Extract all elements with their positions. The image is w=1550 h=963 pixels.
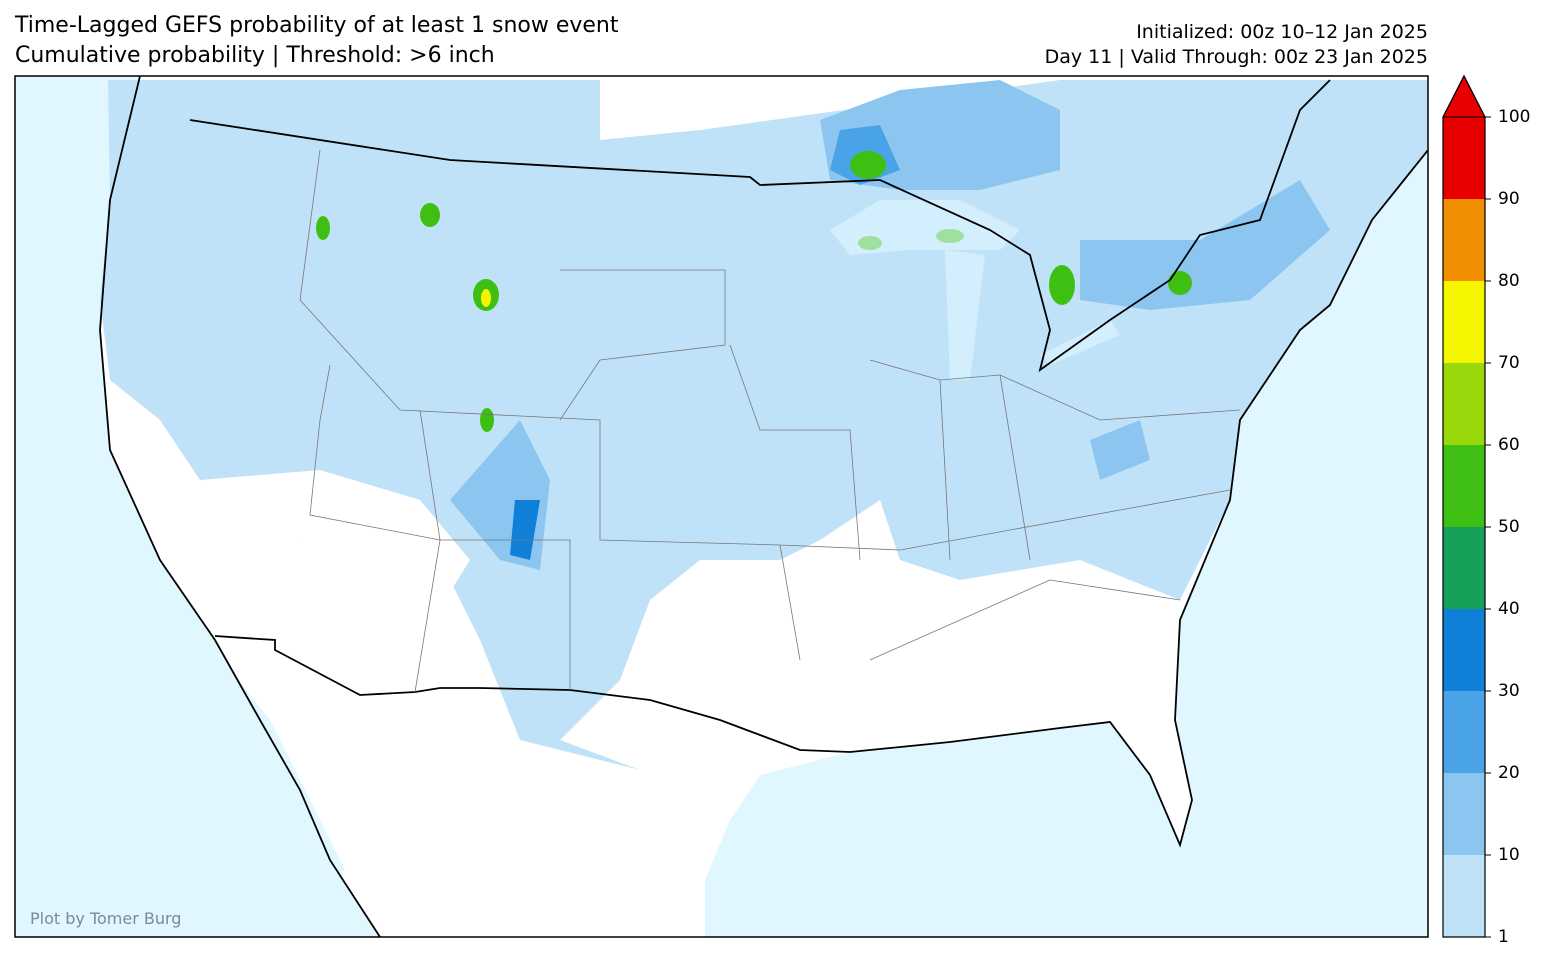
prob-60 [316, 216, 330, 240]
prob-60 [1049, 265, 1075, 305]
state-borders [299, 149, 1241, 693]
gulf-california [215, 650, 345, 880]
colorbar-tick-label: 80 [1498, 271, 1520, 291]
prob-60 [1168, 271, 1192, 295]
valid-time: Day 11 | Valid Through: 00z 23 Jan 2025 [1045, 46, 1428, 68]
colorbar-segment [1443, 691, 1485, 773]
colorbar-tick-label: 20 [1498, 763, 1520, 783]
colorbar-segment [1443, 855, 1485, 937]
colorbar-tick-label: 70 [1498, 353, 1520, 373]
prob-40 [510, 500, 540, 560]
colorbar-segment [1443, 527, 1485, 609]
colorbar-segment [1443, 117, 1485, 199]
prob-60 [850, 151, 886, 179]
subtitle: Cumulative probability | Threshold: >6 i… [15, 43, 495, 68]
colorbar-segment [1443, 363, 1485, 445]
colorbar-outline [1442, 74, 1486, 938]
colorbar-tick-label: 30 [1498, 681, 1520, 701]
colorbar-tick-label: 60 [1498, 435, 1520, 455]
lake-michigan [945, 250, 985, 380]
canada-border [189, 79, 1331, 373]
colorbar-segment [1443, 609, 1485, 691]
prob-60 [420, 203, 440, 227]
colorbar-segment [1443, 281, 1485, 363]
colorbar-tick-label: 50 [1498, 517, 1520, 537]
prob-none [200, 470, 470, 640]
colorbar-tick-label: 90 [1498, 189, 1520, 209]
map [15, 76, 1428, 937]
west-coast [99, 76, 381, 937]
colorbar-segment [1443, 199, 1485, 281]
title: Time-Lagged GEFS probability of at least… [14, 13, 619, 38]
colorbar-tick-label: 1 [1498, 927, 1509, 947]
prob-20 [1080, 180, 1330, 310]
map-frame [14, 75, 1429, 938]
colorbar-tick-label: 10 [1498, 845, 1520, 865]
colorbar-segment [1443, 445, 1485, 527]
colorbar-segment [1443, 773, 1485, 855]
colorbar-extend [1442, 74, 1486, 118]
lake-superior [830, 200, 1020, 255]
prob-80 [481, 289, 491, 307]
credit: Plot by Tomer Burg [30, 909, 181, 928]
coastline [214, 149, 1428, 848]
colorbar-tick-label: 40 [1498, 599, 1520, 619]
init-time: Initialized: 00z 10–12 Jan 2025 [1136, 21, 1428, 43]
prob-60 [480, 408, 494, 432]
prob-20 [1090, 420, 1150, 480]
colorbar-tick-label: 100 [1498, 107, 1530, 127]
